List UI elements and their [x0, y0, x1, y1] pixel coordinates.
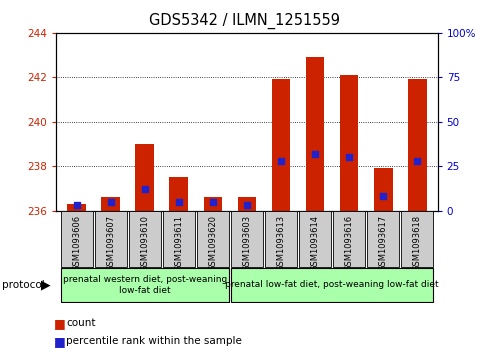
Point — [310, 151, 318, 156]
Point — [379, 193, 386, 199]
Bar — [407, 79, 426, 211]
Bar — [373, 168, 392, 211]
FancyBboxPatch shape — [95, 211, 126, 267]
Point — [277, 158, 285, 164]
Text: GSM1093613: GSM1093613 — [276, 215, 285, 271]
Text: percentile rank within the sample: percentile rank within the sample — [66, 336, 242, 346]
Point — [412, 158, 420, 164]
Text: GSM1093610: GSM1093610 — [140, 215, 149, 271]
Point — [141, 186, 148, 192]
Bar — [101, 197, 120, 211]
Text: GSM1093614: GSM1093614 — [310, 215, 319, 271]
Text: GSM1093616: GSM1093616 — [344, 215, 353, 271]
Text: ■: ■ — [54, 317, 65, 330]
Bar — [339, 75, 358, 211]
Bar — [305, 57, 324, 211]
FancyBboxPatch shape — [366, 211, 398, 267]
Bar — [237, 197, 256, 211]
FancyBboxPatch shape — [230, 268, 432, 302]
FancyBboxPatch shape — [299, 211, 330, 267]
Point — [345, 154, 352, 160]
Point — [175, 199, 183, 204]
Text: GSM1093603: GSM1093603 — [242, 215, 251, 271]
Text: prenatal low-fat diet, post-weaning low-fat diet: prenatal low-fat diet, post-weaning low-… — [225, 281, 438, 289]
Bar — [203, 197, 222, 211]
Text: GSM1093618: GSM1093618 — [412, 215, 421, 271]
Text: GSM1093617: GSM1093617 — [378, 215, 387, 271]
Text: count: count — [66, 318, 95, 328]
Text: GSM1093620: GSM1093620 — [208, 215, 217, 271]
Bar — [135, 144, 154, 211]
Text: prenatal western diet, post-weaning
low-fat diet: prenatal western diet, post-weaning low-… — [62, 275, 226, 295]
Text: ■: ■ — [54, 335, 65, 348]
FancyBboxPatch shape — [264, 211, 296, 267]
FancyBboxPatch shape — [230, 211, 263, 267]
FancyBboxPatch shape — [163, 211, 194, 267]
Bar — [271, 79, 290, 211]
Text: GSM1093607: GSM1093607 — [106, 215, 115, 271]
Point — [243, 202, 250, 208]
Bar — [67, 204, 86, 211]
FancyBboxPatch shape — [61, 268, 228, 302]
FancyBboxPatch shape — [61, 211, 93, 267]
Point — [106, 199, 114, 204]
Point — [208, 199, 216, 204]
FancyBboxPatch shape — [332, 211, 365, 267]
Text: GDS5342 / ILMN_1251559: GDS5342 / ILMN_1251559 — [149, 13, 339, 29]
FancyBboxPatch shape — [197, 211, 228, 267]
Text: ▶: ▶ — [41, 278, 50, 291]
FancyBboxPatch shape — [128, 211, 161, 267]
FancyBboxPatch shape — [400, 211, 432, 267]
Text: GSM1093611: GSM1093611 — [174, 215, 183, 271]
Bar — [169, 177, 188, 211]
Text: protocol: protocol — [2, 280, 45, 290]
Point — [73, 202, 81, 208]
Text: GSM1093606: GSM1093606 — [72, 215, 81, 271]
